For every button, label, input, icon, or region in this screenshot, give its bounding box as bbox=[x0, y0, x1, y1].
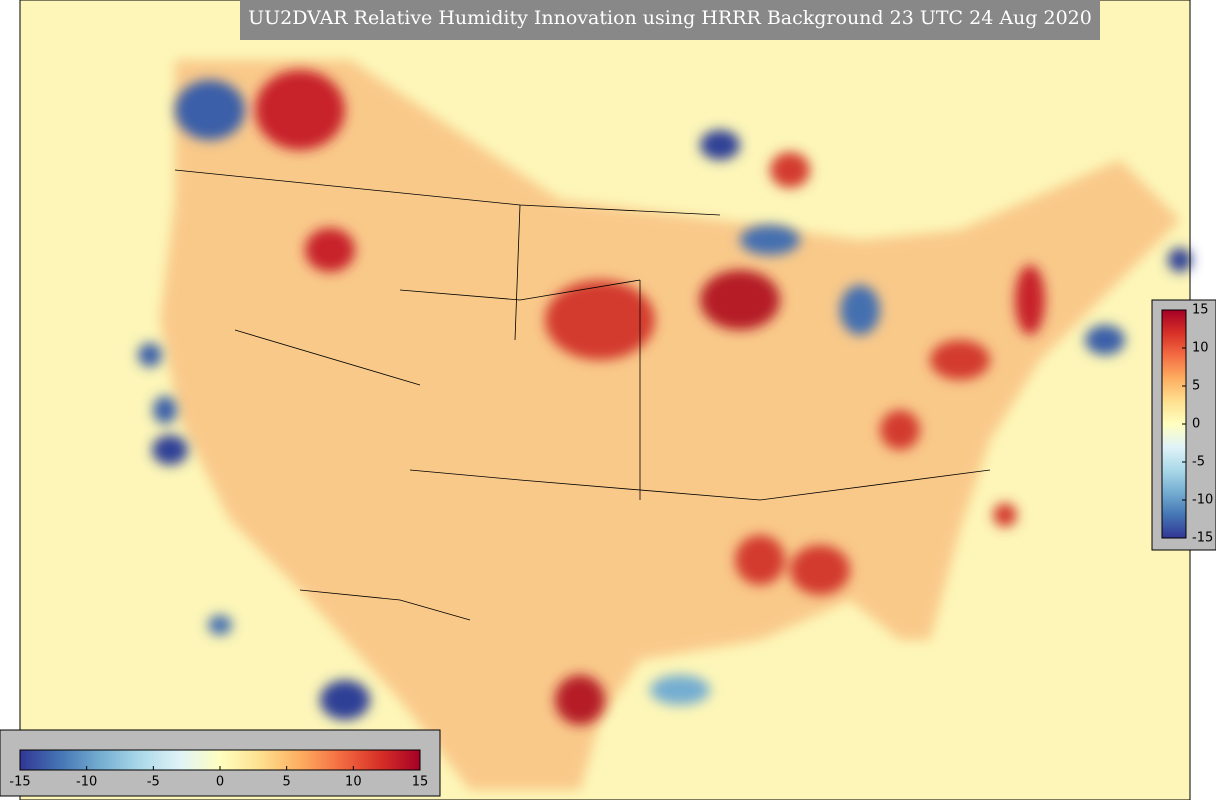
tick-label: 15 bbox=[412, 775, 429, 790]
anomaly-blobs bbox=[138, 70, 1192, 725]
tick-label: -5 bbox=[1192, 455, 1205, 470]
title-background bbox=[240, 0, 1100, 40]
tick-label: -15 bbox=[9, 775, 30, 790]
map bbox=[19, 0, 1192, 800]
tick-label: 0 bbox=[1192, 417, 1200, 432]
tick-label: 15 bbox=[1192, 303, 1209, 318]
state-borders bbox=[174, 169, 991, 621]
title-box: UU2DVAR Relative Humidity Innovation usi… bbox=[240, 0, 1100, 40]
tick-label: 5 bbox=[283, 775, 291, 790]
vertical-colorbar: -15 -10 -5 0 5 10 15 bbox=[1151, 299, 1216, 551]
tick-label: -5 bbox=[147, 775, 160, 790]
title: UU2DVAR Relative Humidity Innovation usi… bbox=[248, 7, 1092, 29]
tick-label: -10 bbox=[1192, 493, 1213, 508]
tick-label: -10 bbox=[76, 775, 97, 790]
horizontal-colorbar: -15 -10 -5 0 5 10 15 bbox=[0, 729, 441, 797]
tick-label: 10 bbox=[345, 775, 362, 790]
land-field bbox=[160, 60, 1180, 790]
tick-label: 5 bbox=[1192, 379, 1200, 394]
tick-label: 10 bbox=[1192, 341, 1209, 356]
tick-label: 0 bbox=[216, 775, 224, 790]
tick-label: -15 bbox=[1192, 531, 1213, 546]
